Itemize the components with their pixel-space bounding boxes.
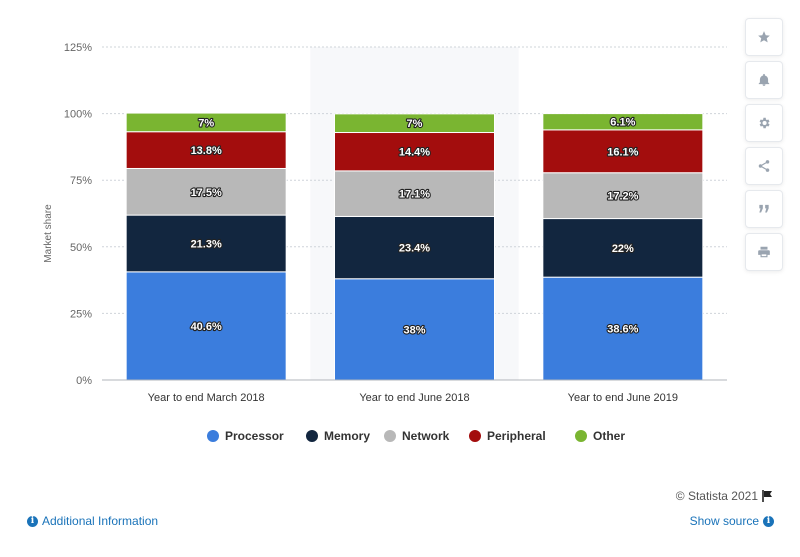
info-icon: i <box>763 515 774 527</box>
data-label: 22% <box>612 243 634 255</box>
y-axis-label: Market share <box>43 204 54 263</box>
quote-icon <box>759 204 769 213</box>
legend-label: Peripheral <box>487 429 546 443</box>
legend-label: Memory <box>324 429 370 443</box>
bar-segment <box>125 131 287 169</box>
data-label: 40.6% <box>191 321 222 333</box>
settings-button[interactable] <box>745 104 783 142</box>
data-label: 16.1% <box>607 146 638 158</box>
x-tick-label: Year to end June 2019 <box>568 392 678 404</box>
y-tick-label: 25% <box>70 308 92 320</box>
show-source-label: Show source <box>689 514 759 528</box>
legend-label: Other <box>593 429 625 443</box>
bar-segment <box>334 132 495 172</box>
x-tick-label: Year to end March 2018 <box>148 392 265 404</box>
bar-segment <box>542 218 704 278</box>
y-tick-label: 0% <box>76 375 92 387</box>
legend-label: Processor <box>225 429 284 443</box>
bell-icon <box>758 73 770 86</box>
data-label: 13.8% <box>191 145 222 157</box>
share-icon <box>758 160 770 172</box>
bar-segment <box>125 214 287 273</box>
y-tick-label: 50% <box>70 242 92 254</box>
legend-marker <box>469 430 481 442</box>
data-label: 38.6% <box>607 324 638 336</box>
bar-segment <box>125 112 287 133</box>
bar-segment <box>125 271 287 381</box>
bar-segment <box>542 276 704 381</box>
additional-info-label: Additional Information <box>42 514 159 528</box>
gear-icon <box>759 117 770 129</box>
share-button[interactable] <box>745 147 783 185</box>
y-tick-label: 125% <box>64 42 92 54</box>
notification-button[interactable] <box>745 61 783 99</box>
data-label: 38% <box>403 324 425 336</box>
print-icon <box>758 246 770 258</box>
y-tick-label: 100% <box>64 109 92 121</box>
bar-segment <box>542 113 704 131</box>
legend-marker <box>306 430 318 442</box>
data-label: 7% <box>407 118 423 130</box>
data-label: 17.1% <box>399 189 430 201</box>
data-label: 21.3% <box>191 238 222 250</box>
legend-label: Network <box>402 429 450 443</box>
stacked-bar-chart: 0% 25% 50% 75% 100% 125% Market share 40.6% 21.3… <box>43 42 727 443</box>
flag-icon <box>762 490 772 502</box>
bar-segment <box>542 129 704 174</box>
copyright: © Statista 2021 <box>676 489 774 503</box>
data-label: 23.4% <box>399 243 430 255</box>
legend-marker <box>575 430 587 442</box>
data-label: 17.5% <box>191 187 222 199</box>
data-label: 7% <box>198 117 214 129</box>
info-icon: i <box>27 515 38 527</box>
data-label: 14.4% <box>399 147 430 159</box>
y-tick-label: 75% <box>70 175 92 187</box>
cite-button[interactable] <box>745 190 783 228</box>
side-toolbar <box>745 18 783 276</box>
print-button[interactable] <box>745 233 783 271</box>
data-label: 6.1% <box>610 117 635 129</box>
additional-info-link[interactable]: i Additional Information <box>27 514 158 528</box>
bar-segment <box>334 113 495 134</box>
bar-segment <box>125 167 287 216</box>
copyright-text: © Statista 2021 <box>675 489 758 503</box>
bar-segment <box>334 278 495 381</box>
favorite-button[interactable] <box>745 18 783 56</box>
x-tick-label: Year to end June 2018 <box>359 392 469 404</box>
legend-marker <box>207 430 219 442</box>
data-label: 17.2% <box>607 191 638 203</box>
show-source-link[interactable]: Show source i <box>690 514 774 528</box>
bar-segment <box>542 172 704 220</box>
star-icon <box>758 31 770 43</box>
legend-marker <box>384 430 396 442</box>
